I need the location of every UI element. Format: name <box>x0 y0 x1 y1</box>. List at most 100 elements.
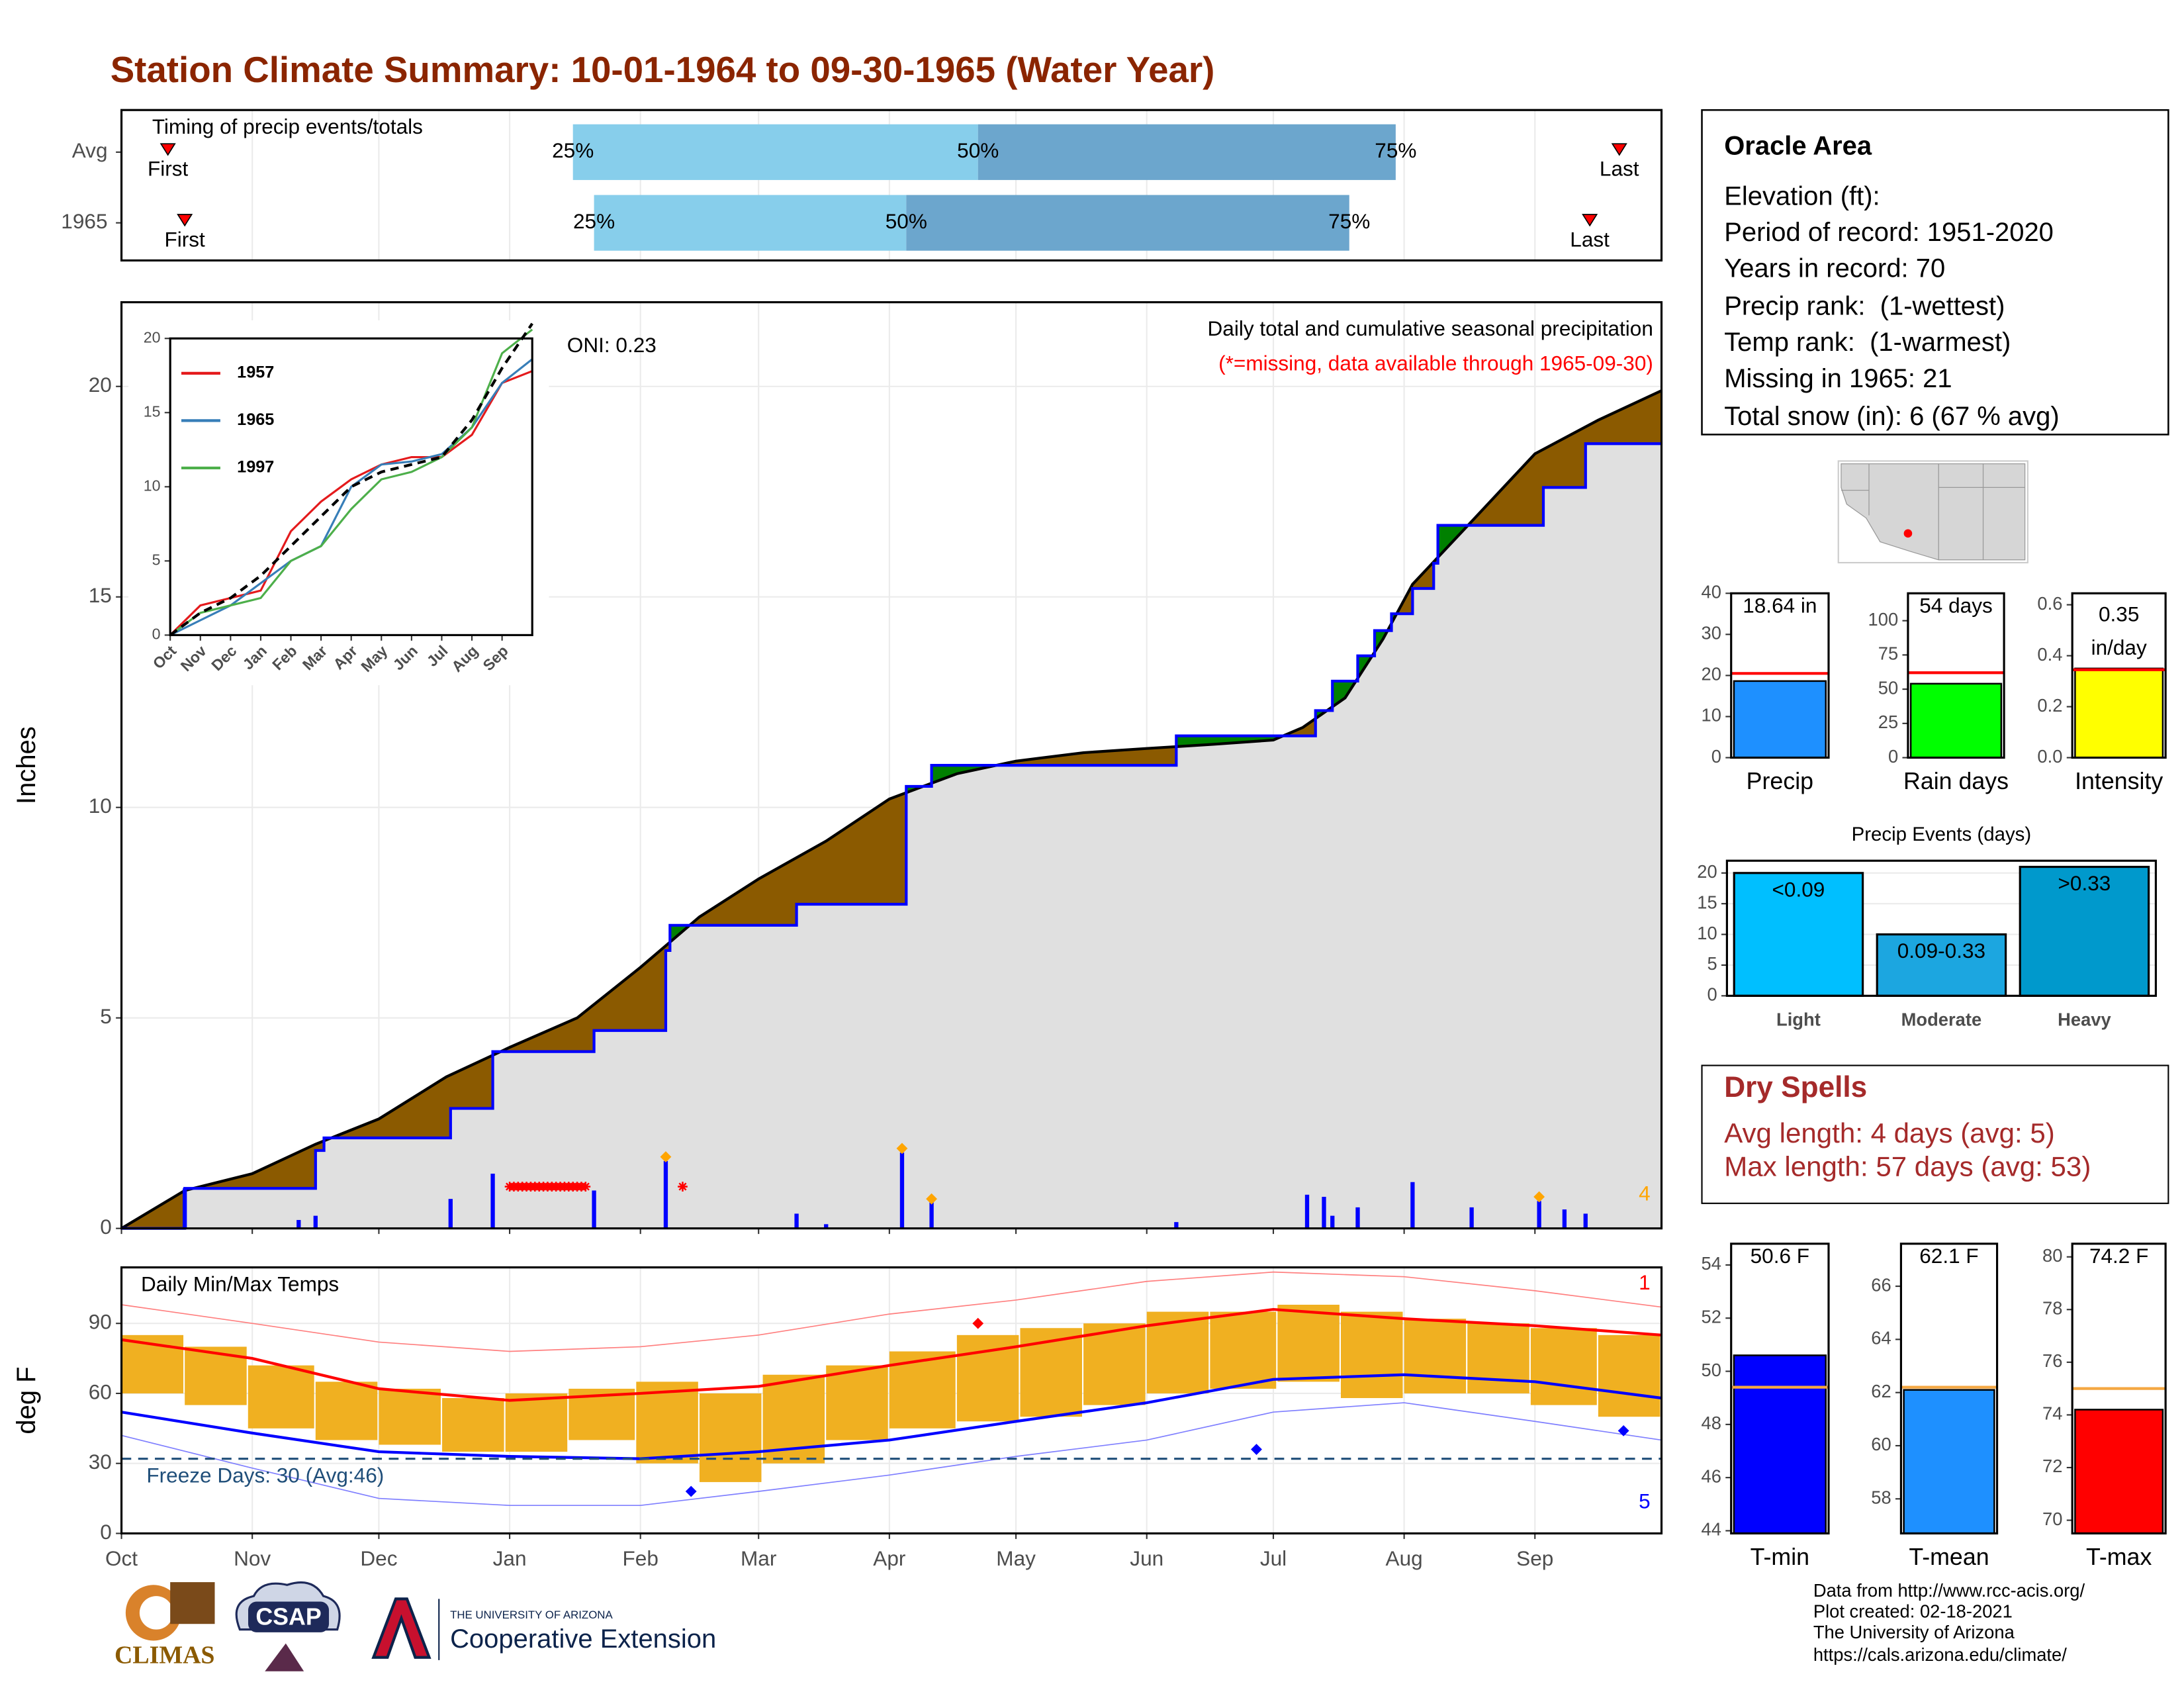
marker-label: First <box>165 227 206 251</box>
info-line: Missing in 1965: 21 <box>1724 364 1952 393</box>
daily-bar <box>1304 1194 1310 1229</box>
x-tick-label: Apr <box>873 1546 905 1570</box>
missing-note: (*=missing, data available through 1965-… <box>1218 352 1653 375</box>
record-marker <box>1251 1444 1262 1455</box>
daily-bar <box>1583 1213 1588 1229</box>
y-tick-label: 74 <box>2042 1403 2062 1424</box>
temp-range-bar <box>442 1398 504 1452</box>
panel-title: Timing of precip events/totals <box>152 115 423 138</box>
temp-range-bar <box>636 1382 698 1464</box>
temp-range-bar <box>956 1335 1019 1422</box>
x-tick-label: Dec <box>360 1546 397 1570</box>
temp-range-bar <box>699 1393 762 1482</box>
daily-bar <box>1330 1215 1335 1229</box>
dry-spells-box <box>1701 1064 2169 1204</box>
panel-frame <box>2071 592 2167 759</box>
bar <box>2019 865 2150 997</box>
percent-label: 50% <box>886 209 927 233</box>
credit-line: Plot created: 02-18-2021 <box>1813 1601 2013 1622</box>
panel-title: Daily total and cumulative seasonal prec… <box>1208 316 1653 340</box>
unit-label: in/day <box>2091 635 2147 659</box>
info-line: Period of record: 1951-2020 <box>1724 218 2054 247</box>
legend-label: 1997 <box>237 458 274 477</box>
bar-label: <0.09 <box>1772 877 1825 901</box>
credits: Data from http://www.rcc-acis.org/ Plot … <box>1813 1580 2085 1665</box>
y-tick-label: 60 <box>89 1380 112 1403</box>
x-tick-label: Jul <box>1260 1546 1287 1570</box>
daily-bar <box>183 1188 187 1229</box>
oni-label: ONI: 0.23 <box>567 333 657 357</box>
credit-line: Data from http://www.rcc-acis.org/ <box>1813 1580 2085 1601</box>
temp-range-bar <box>1083 1323 1146 1405</box>
y-tick-label: 50 <box>1702 1360 1721 1380</box>
category-label: Heavy <box>2058 1009 2111 1029</box>
category-label: Precip <box>1747 768 1813 794</box>
panel-title: Precip Events (days) <box>1852 823 2032 845</box>
y-tick-label: 48 <box>1702 1413 1721 1433</box>
info-line: Elevation (ft): <box>1724 181 1880 211</box>
y-tick-label: 0.2 <box>2037 695 2062 716</box>
category-label: Rain days <box>1903 768 2009 794</box>
bar-label: 0.09-0.33 <box>1897 939 1985 962</box>
temp-line <box>121 1373 1662 1460</box>
panel-frame <box>1907 592 2005 759</box>
y-tick-label: 0.0 <box>2037 746 2062 767</box>
row-label: Avg <box>72 138 108 162</box>
record-marker <box>1533 1191 1545 1203</box>
y-tick-label: 20 <box>144 328 161 346</box>
panel-frame <box>1899 1243 1999 1535</box>
logos: CLIMAS CSAP THE UNIVERSITY OF ARIZONA Co… <box>114 1581 716 1671</box>
y-tick-label: 0.6 <box>2037 593 2062 614</box>
y-tick-label: 10 <box>1697 923 1717 943</box>
y-tick-label: 46 <box>1702 1466 1721 1486</box>
inset-frame <box>169 337 533 636</box>
panel-frame <box>2071 1243 2167 1535</box>
x-tick-label: Nov <box>234 1546 271 1570</box>
legend-label: 1965 <box>237 410 274 429</box>
daily-bar <box>1469 1207 1474 1229</box>
csap-mountain <box>265 1643 304 1671</box>
info-line: Precip rank: (1-wettest) <box>1724 292 2005 321</box>
y-tick-label: 64 <box>1871 1328 1891 1348</box>
daily-bar <box>1174 1222 1179 1229</box>
bar <box>1733 680 1827 759</box>
value-label: 74.2 F <box>2089 1244 2148 1268</box>
timing-bar-late <box>978 124 1396 180</box>
y-tick-label: 15 <box>144 402 161 420</box>
percent-label: 25% <box>573 209 615 233</box>
y-tick-label: 70 <box>2042 1509 2062 1529</box>
y-tick-label: 20 <box>1697 861 1717 882</box>
percent-label: 75% <box>1328 209 1370 233</box>
info-box <box>1701 109 2169 436</box>
bar <box>1733 1354 1827 1534</box>
y-tick-label: 60 <box>1871 1434 1891 1454</box>
y-tick-label: 10 <box>144 477 161 494</box>
daily-bar <box>1410 1182 1415 1229</box>
panel-frame <box>1730 592 1830 759</box>
daily-bar <box>824 1224 829 1229</box>
series-line <box>169 322 533 637</box>
y-axis-label: deg F <box>12 1366 41 1434</box>
percent-label: 75% <box>1375 138 1416 162</box>
season-line <box>121 442 1662 1230</box>
ua-emblem <box>371 1597 432 1659</box>
y-tick-label: 30 <box>1702 623 1721 643</box>
timing-marker <box>1582 214 1598 227</box>
bar <box>2074 1409 2164 1534</box>
y-tick-label: 0 <box>100 1520 112 1544</box>
extension-logo: Cooperative Extension <box>450 1624 716 1654</box>
bar <box>2074 667 2164 759</box>
value-label: 62.1 F <box>1919 1244 1978 1268</box>
y-tick-label: 20 <box>1702 664 1721 684</box>
daily-bar <box>313 1215 318 1229</box>
temp-line <box>121 1271 1662 1352</box>
daily-bar <box>794 1213 799 1229</box>
missing-mark <box>678 1182 688 1192</box>
temp-range-bar <box>826 1365 888 1440</box>
record-marker <box>972 1317 984 1329</box>
daily-bar <box>929 1196 934 1229</box>
timing-bar-early <box>594 195 907 251</box>
y-tick-label: 66 <box>1871 1274 1891 1295</box>
